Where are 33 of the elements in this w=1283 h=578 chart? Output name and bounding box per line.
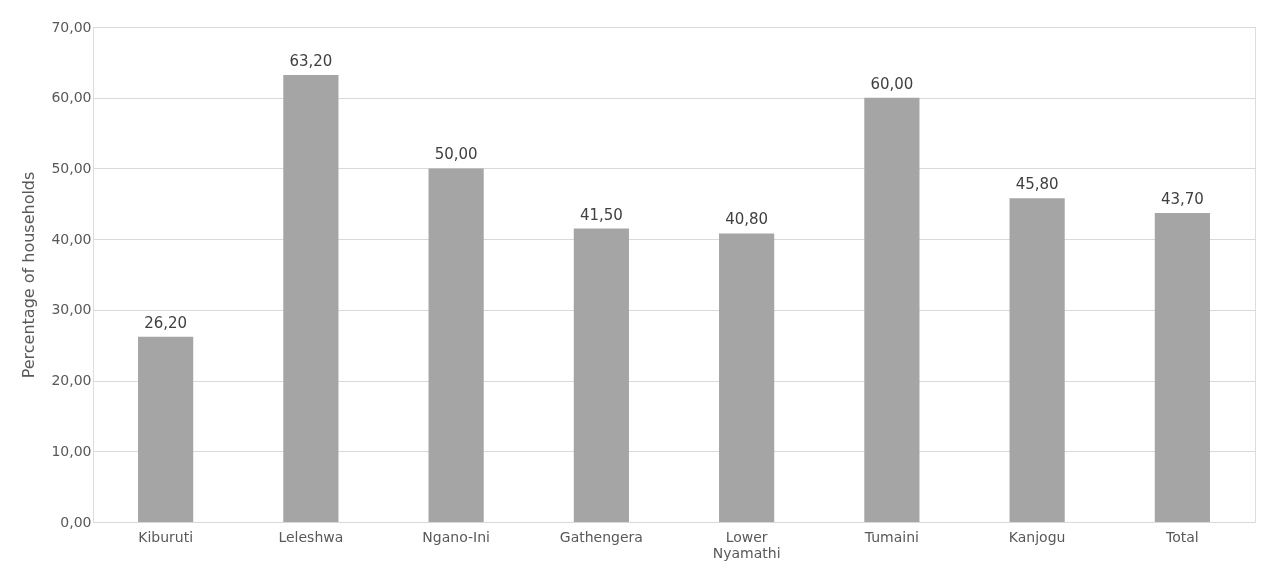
x-tick-label: Ngano-Ini (422, 528, 490, 545)
bar (428, 168, 484, 522)
y-tick-label: 0,00 (60, 513, 92, 530)
y-tick-label: 50,00 (51, 159, 92, 176)
bar (573, 228, 629, 522)
x-tick-label: Kiburuti (138, 528, 194, 545)
data-label: 63,20 (289, 52, 333, 71)
x-tick-label: Tumaini (863, 528, 919, 545)
x-tick-label: Lower Nyamathi (712, 528, 781, 561)
data-label: 60,00 (870, 74, 914, 93)
y-axis-title: Percentage of households (19, 171, 39, 379)
x-tick-label: Gathengera (559, 528, 643, 545)
data-label: 50,00 (434, 145, 478, 164)
data-label: 45,80 (1015, 175, 1059, 194)
data-label: 41,50 (579, 205, 623, 224)
data-label: 40,80 (725, 210, 769, 229)
y-tick-label: 70,00 (51, 18, 92, 35)
data-label: 26,20 (144, 313, 188, 332)
y-tick-label: 30,00 (51, 301, 92, 318)
bar (864, 97, 920, 522)
y-tick-label: 10,00 (51, 442, 92, 459)
bar (283, 75, 339, 522)
bar (138, 336, 194, 522)
bar (1154, 212, 1210, 522)
data-label: 43,70 (1160, 189, 1204, 208)
x-tick-label: Kanjogu (1008, 528, 1066, 545)
bar (1009, 198, 1065, 522)
x-tick-label: Total (1165, 528, 1199, 545)
x-tick-label: Leleshwa (278, 528, 344, 545)
y-tick-label: 40,00 (51, 230, 92, 247)
y-tick-label: 60,00 (51, 89, 92, 106)
y-tick-label: 20,00 (51, 372, 92, 389)
bar (719, 233, 775, 522)
